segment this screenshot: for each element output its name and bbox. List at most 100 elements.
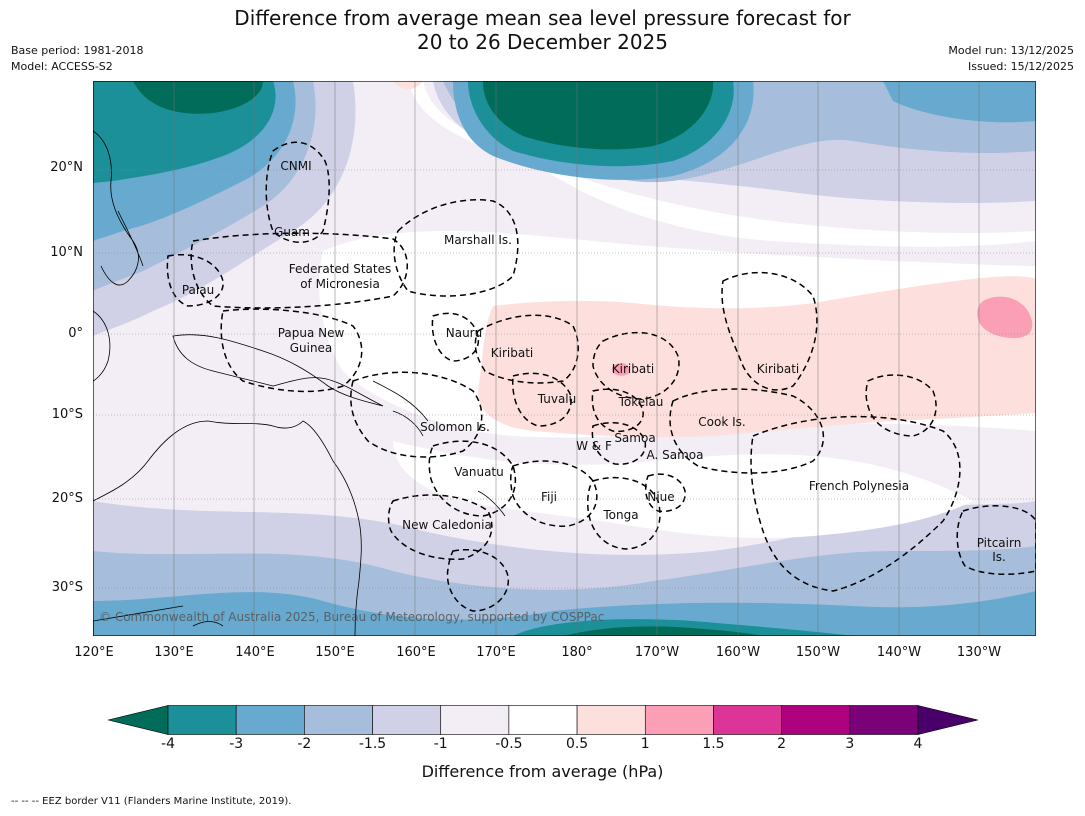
ne-band-1 xyxy=(883,81,1036,123)
colorbar-tick-label: -0.5 xyxy=(495,736,523,752)
eez-cook xyxy=(669,388,824,474)
nw-band-5 xyxy=(133,81,263,114)
colorbar-tick-label: -4 xyxy=(161,736,175,752)
colorbar-segment xyxy=(508,705,578,735)
map-frame xyxy=(93,81,1036,636)
lon-label-180: 180° xyxy=(561,645,593,660)
model-run: Model run: 13/12/2025 xyxy=(948,44,1074,57)
colorbar-under-arrow xyxy=(108,705,169,735)
label-nauru: Nauru xyxy=(446,326,482,340)
colorbar xyxy=(108,705,978,735)
eez-french-polynesia-east xyxy=(865,374,937,437)
graticule xyxy=(93,169,1036,589)
lon-label-160w: 160°W xyxy=(715,645,761,660)
colorbar-over-arrow xyxy=(917,705,978,735)
colorbar-segment xyxy=(576,705,646,735)
lon-label-140e: 140°E xyxy=(235,645,275,660)
label-marshall: Marshall Is. xyxy=(444,233,512,247)
eez-fiji xyxy=(510,460,598,527)
lat-label-0: 0° xyxy=(68,326,83,341)
colorbar-tick-label: 2 xyxy=(777,736,787,752)
colorbar-tick-label: 4 xyxy=(913,736,923,752)
eez-vanuatu xyxy=(428,440,517,517)
colorbar-segment xyxy=(440,705,510,735)
colorbar-tick-label: 1 xyxy=(640,736,650,752)
chart-title: Difference from average mean sea level p… xyxy=(0,6,1085,54)
base-period: Base period: 1981-2018 xyxy=(11,44,144,57)
new-zealand-coast xyxy=(192,621,224,627)
eez-pitcairn xyxy=(956,505,1036,576)
colorbar-tick-label: -1.5 xyxy=(358,736,387,752)
label-png-2: Guinea xyxy=(290,341,333,355)
pressure-anomaly-map: CNMI Guam Marshall Is. Federated States … xyxy=(93,81,1036,636)
label-guam: Guam xyxy=(274,225,310,239)
borneo-coast xyxy=(93,310,111,382)
eez-png xyxy=(220,308,363,393)
title-line-1: Difference from average mean sea level p… xyxy=(234,6,851,30)
lon-label-170w: 170°W xyxy=(634,645,680,660)
label-new-caledonia: New Caledonia xyxy=(402,518,492,532)
footer-note: -- -- -- EEZ border V11 (Flanders Marine… xyxy=(11,796,292,807)
eez-fsm xyxy=(190,232,408,309)
lon-label-160e: 160°E xyxy=(396,645,436,660)
eez-tuvalu xyxy=(512,372,572,427)
philippines-coast xyxy=(93,130,144,286)
colorbar-segment xyxy=(167,705,237,735)
lon-label-170e: 170°E xyxy=(476,645,516,660)
label-fsm-1: Federated States xyxy=(289,262,391,276)
label-cook: Cook Is. xyxy=(698,415,745,429)
label-kiribati-w: Kiribati xyxy=(491,346,533,360)
label-vanuatu: Vanuatu xyxy=(454,465,504,479)
eez-nauru xyxy=(431,312,480,362)
meridians xyxy=(173,81,980,636)
eez-french-polynesia xyxy=(750,415,961,592)
issued-date: Issued: 15/12/2025 xyxy=(967,60,1074,73)
nc-band-6 xyxy=(483,81,714,150)
eez-kiribati-e xyxy=(721,271,818,391)
region-labels: CNMI Guam Marshall Is. Federated States … xyxy=(182,159,1021,564)
eez-new-caledonia xyxy=(387,494,493,560)
lon-label-120e: 120°E xyxy=(74,645,114,660)
lon-label-150e: 150°E xyxy=(315,645,355,660)
colorbar-label: Difference from average (hPa) xyxy=(421,762,664,781)
colorbar-tick-label: -3 xyxy=(229,736,244,752)
colorbar-segment xyxy=(304,705,373,735)
meta-right: Model run: 13/12/2025 Issued: 15/12/2025 xyxy=(948,43,1074,75)
label-tuvalu: Tuvalu xyxy=(537,392,577,406)
eez-marshall xyxy=(393,199,519,297)
label-palau: Palau xyxy=(182,283,214,297)
lon-label-140w: 140°W xyxy=(876,645,922,660)
eez-kiribati-w xyxy=(474,314,579,384)
strong-anomaly-east xyxy=(977,296,1033,339)
label-tonga: Tonga xyxy=(602,508,638,522)
new-guinea-coast xyxy=(172,334,384,407)
label-samoa: Samoa xyxy=(614,431,655,445)
label-pitcairn-1: Pitcairn xyxy=(977,536,1022,550)
label-fsm-2: of Micronesia xyxy=(300,277,380,291)
label-asamoa: A. Samoa xyxy=(647,448,704,462)
eez-tokelau xyxy=(591,388,644,433)
label-fiji: Fiji xyxy=(541,490,557,504)
south-band-3 xyxy=(93,591,1036,636)
colorbar-segment xyxy=(781,705,851,735)
label-cnmi: CNMI xyxy=(280,159,311,173)
lat-label-20s: 20°S xyxy=(51,491,83,506)
eez-solomon xyxy=(350,371,483,458)
title-line-2: 20 to 26 December 2025 xyxy=(416,30,668,54)
label-wf: W & F xyxy=(576,439,612,453)
label-niue: Niue xyxy=(647,490,674,504)
label-tokelau: Tokelau xyxy=(618,395,664,409)
label-kiribati-e: Kiribati xyxy=(757,362,799,376)
lon-label-150w: 150°W xyxy=(795,645,841,660)
copyright-notice: © Commonwealth of Australia 2025, Bureau… xyxy=(99,610,604,624)
colorbar-segment xyxy=(644,705,714,735)
label-pitcairn-2: Is. xyxy=(992,550,1006,564)
colorbar-tick-label: -2 xyxy=(297,736,312,752)
lat-label-10s: 10°S xyxy=(51,407,83,422)
eez-cnmi xyxy=(265,141,330,243)
land-outlines xyxy=(93,130,506,636)
colorbar-segment xyxy=(235,705,305,735)
positive-anomaly-band xyxy=(478,276,1036,438)
colorbar-segment xyxy=(372,705,442,735)
eez-niue xyxy=(645,473,686,513)
